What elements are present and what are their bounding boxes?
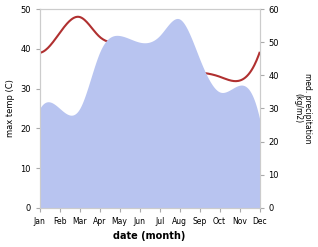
Y-axis label: max temp (C): max temp (C) [5,80,15,137]
X-axis label: date (month): date (month) [114,231,186,242]
Y-axis label: med. precipitation
(kg/m2): med. precipitation (kg/m2) [293,73,313,144]
